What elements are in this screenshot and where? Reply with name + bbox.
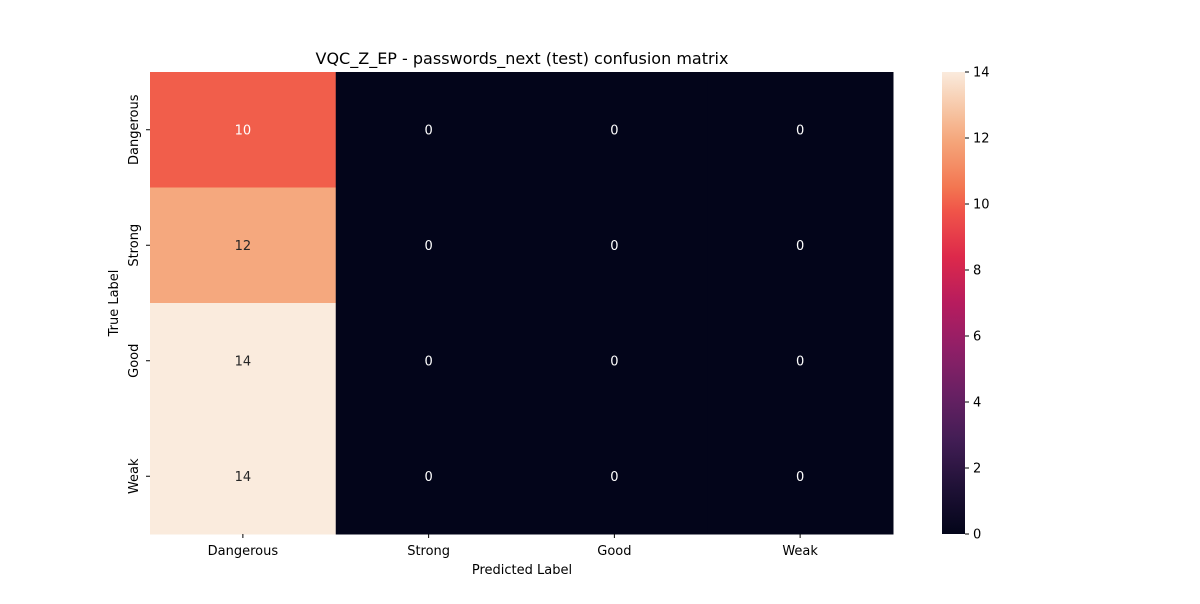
heatmap-cell-2-3: [707, 303, 894, 419]
colorbar-ticks: 0 2 4 6 8 10 12 14: [965, 66, 990, 543]
x-axis-ticks: Dangerous Strong Good Weak: [208, 534, 818, 559]
heatmap-cell-1-2: [521, 187, 708, 304]
colorbar-tick-label-3: 6: [973, 330, 981, 345]
cell-value-1-1: 0: [424, 239, 432, 254]
heatmap-cell-1-1: [335, 187, 522, 304]
heatmap-cell-0-2: [521, 72, 708, 188]
heatmap-cell-2-2: [521, 303, 708, 419]
y-tick-label-0: Dangerous: [127, 94, 142, 165]
colorbar-tick-label-5: 10: [973, 198, 990, 213]
cell-value-2-3: 0: [796, 354, 804, 369]
cell-value-3-2: 0: [610, 470, 618, 485]
colorbar-tick-label-7: 14: [973, 66, 990, 81]
cell-value-1-2: 0: [610, 239, 618, 254]
cell-value-2-2: 0: [610, 354, 618, 369]
cell-value-labels: 10 0 0 0 12 0 0 0 14 0 0 0 14 0 0 0: [235, 123, 805, 485]
cell-value-0-0: 10: [235, 123, 252, 138]
heatmap-cell-2-1: [335, 303, 522, 419]
y-tick-label-3: Weak: [127, 458, 142, 494]
heatmap-cell-3-2: [521, 418, 708, 535]
x-axis-label: Predicted Label: [472, 563, 572, 578]
heatmap-cell-3-1: [335, 418, 522, 535]
heatmap-cells: [150, 72, 894, 535]
x-tick-label-0: Dangerous: [208, 544, 279, 559]
heatmap-cell-3-3: [707, 418, 894, 535]
cell-value-1-3: 0: [796, 239, 804, 254]
heatmap-cell-1-0: [150, 187, 337, 304]
x-tick-label-3: Weak: [782, 544, 818, 559]
cell-value-3-0: 14: [235, 470, 252, 485]
cell-value-0-3: 0: [796, 123, 804, 138]
colorbar-tick-label-4: 8: [973, 264, 981, 279]
chart-title: VQC_Z_EP - passwords_next (test) confusi…: [316, 49, 729, 69]
heatmap-cell-2-0: [150, 303, 337, 419]
cell-value-3-1: 0: [424, 470, 432, 485]
colorbar-tick-label-2: 4: [973, 396, 981, 411]
colorbar-tick-label-6: 12: [973, 132, 990, 147]
x-tick-label-2: Good: [597, 544, 631, 559]
cell-value-2-0: 14: [235, 354, 252, 369]
cell-value-1-0: 12: [235, 239, 252, 254]
heatmap-cell-1-3: [707, 187, 894, 304]
colorbar-gradient: [942, 72, 965, 534]
x-tick-label-1: Strong: [407, 544, 450, 559]
heatmap-cell-0-0: [150, 72, 337, 188]
y-axis-label: True Label: [107, 270, 122, 338]
y-tick-label-2: Good: [127, 344, 142, 378]
colorbar: 0 2 4 6 8 10 12 14: [942, 66, 990, 543]
y-axis-ticks: Dangerous Strong Good Weak: [127, 94, 150, 494]
cell-value-3-3: 0: [796, 470, 804, 485]
cell-value-0-1: 0: [424, 123, 432, 138]
colorbar-tick-label-1: 2: [973, 462, 981, 477]
colorbar-tick-label-0: 0: [973, 528, 981, 543]
cell-value-0-2: 0: [610, 123, 618, 138]
heatmap-cell-0-3: [707, 72, 894, 188]
heatmap-cell-3-0: [150, 418, 337, 535]
cell-value-2-1: 0: [424, 354, 432, 369]
heatmap-cell-0-1: [335, 72, 522, 188]
y-tick-label-1: Strong: [127, 224, 142, 267]
